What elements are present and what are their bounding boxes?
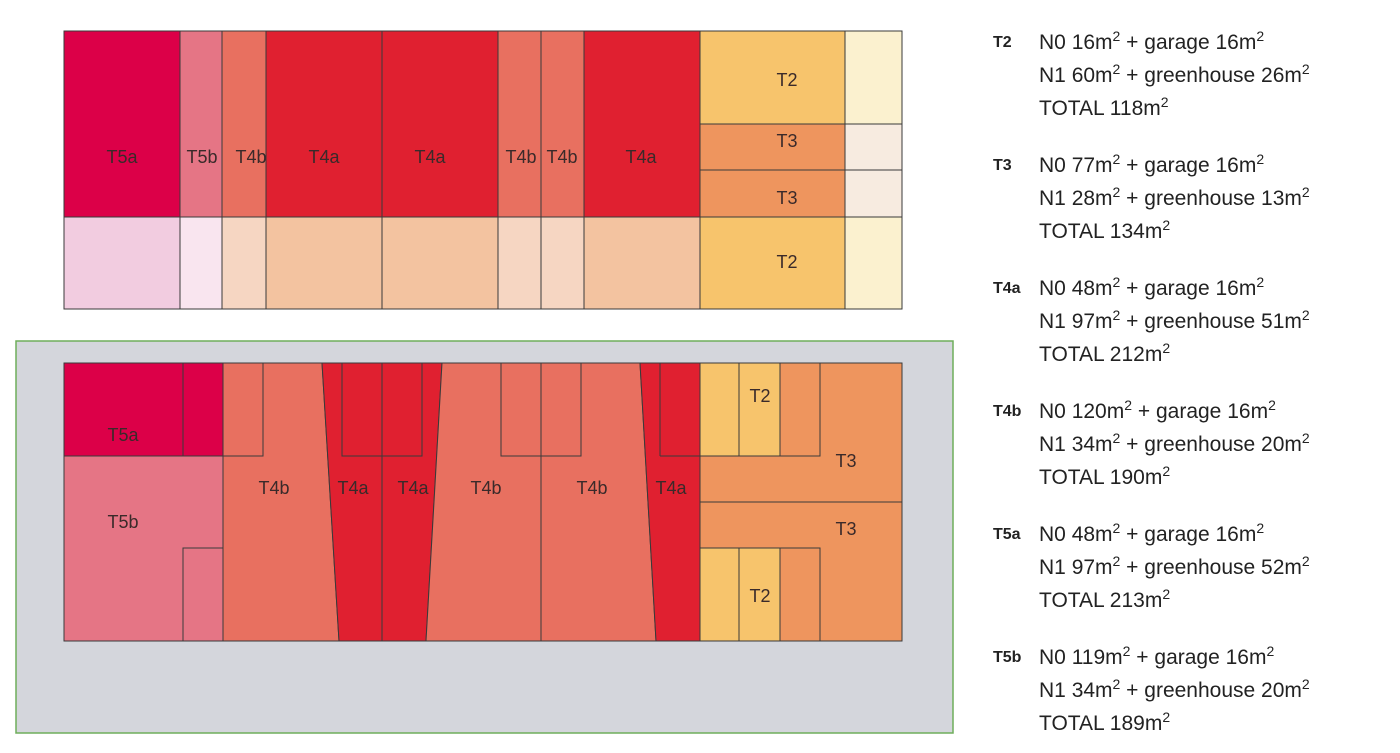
legend-code: T5b (993, 649, 1022, 666)
garden-cell (844, 30, 903, 125)
unit-label-t4a: T4a (308, 147, 340, 167)
legend-total-line: TOTAL 212m2 (1039, 340, 1171, 366)
legend-n0-line: N0 119m2 + garage 16m2 (1039, 643, 1275, 669)
unit-t4b-cell (425, 362, 542, 642)
unit-t2-cell (699, 547, 781, 642)
legend-n0-line: N0 16m2 + garage 16m2 (1039, 28, 1265, 54)
wall-line (780, 362, 821, 457)
floor-plans: T5a T5b T4b T4a T4a T4b T4b T4a T2 T3 T3… (15, 30, 954, 734)
plan-bottom: T5a T5b T4b T4a T4a T4b T4b T4a T2 T3 T3… (15, 340, 954, 734)
legend-total-line: TOTAL 118m2 (1039, 94, 1169, 120)
unit-label-t3: T3 (776, 188, 797, 208)
unit-t4a-cell (381, 30, 499, 218)
unit-t4b-cell (221, 30, 267, 218)
legend-code: T4b (993, 403, 1022, 420)
unit-label-t4b: T4b (258, 478, 289, 498)
unit-label-t4b: T4b (576, 478, 607, 498)
unit-label-t4b: T4b (470, 478, 501, 498)
garden-cell (583, 216, 701, 310)
unit-t3-cell (699, 169, 846, 218)
garden-cell (844, 169, 903, 218)
legend-n1-line: N1 28m2 + greenhouse 13m2 (1039, 184, 1310, 210)
garden-cell (265, 216, 383, 310)
unit-t4b-cell (540, 30, 585, 218)
unit-label-t2: T2 (776, 252, 797, 272)
unit-t5a-cell (63, 30, 181, 218)
legend-n1-line: N1 97m2 + greenhouse 51m2 (1039, 307, 1310, 333)
unit-t2-cell (699, 216, 846, 310)
legend-n1-line: N1 34m2 + greenhouse 20m2 (1039, 676, 1310, 702)
wall-line (500, 363, 582, 457)
unit-label-t5b: T5b (107, 512, 138, 532)
garden-cell (63, 216, 181, 310)
unit-label-t4b: T4b (505, 147, 536, 167)
unit-label-t4a: T4a (625, 147, 657, 167)
unit-t5b-cell (179, 30, 223, 218)
legend-n0-line: N0 77m2 + garage 16m2 (1039, 151, 1265, 177)
unit-label-t4a: T4a (397, 478, 429, 498)
wall-line (341, 363, 423, 457)
unit-label-t3: T3 (835, 519, 856, 539)
garden-cell (381, 216, 499, 310)
unit-label-t2: T2 (749, 386, 770, 406)
unit-label-t4b: T4b (235, 147, 266, 167)
unit-label-t3: T3 (776, 131, 797, 151)
unit-label-t5a: T5a (107, 425, 139, 445)
unit-label-t4a: T4a (655, 478, 687, 498)
unit-t4b-cell (497, 30, 542, 218)
legend-code: T4a (993, 280, 1021, 297)
unit-label-t2: T2 (776, 70, 797, 90)
unit-label-t5b: T5b (186, 147, 217, 167)
unit-label-t2: T2 (749, 586, 770, 606)
garden-cell (497, 216, 542, 310)
legend-code: T3 (993, 157, 1012, 174)
wall-line (182, 547, 223, 641)
legend-code: T5a (993, 526, 1021, 543)
wall-line (780, 547, 821, 641)
legend-total-line: TOTAL 190m2 (1039, 463, 1171, 489)
garden-cell (179, 216, 223, 310)
legend-total-line: TOTAL 189m2 (1039, 709, 1171, 735)
unit-t4b-cell (222, 362, 340, 642)
plan-top: T5a T5b T4b T4a T4a T4b T4b T4a T2 T3 T3… (63, 30, 903, 310)
unit-t4b-cell (540, 362, 657, 642)
unit-t4a-cell (583, 30, 701, 218)
unit-label-t4b: T4b (546, 147, 577, 167)
unit-label-t4a: T4a (337, 478, 369, 498)
unit-t4a-cell (265, 30, 383, 218)
unit-label-t3: T3 (835, 451, 856, 471)
legend-n0-line: N0 48m2 + garage 16m2 (1039, 520, 1265, 546)
garden-cell (844, 123, 903, 171)
unit-t3-cell (699, 123, 846, 171)
garden-cell (844, 216, 903, 310)
unit-label-t5a: T5a (106, 147, 138, 167)
unit-t2-cell (699, 30, 846, 125)
legend-code: T2 (993, 34, 1012, 51)
legend-n1-line: N1 34m2 + greenhouse 20m2 (1039, 430, 1310, 456)
legend-total-line: TOTAL 134m2 (1039, 217, 1171, 243)
wall-line (223, 363, 264, 457)
unit-t5a-cell (63, 362, 224, 457)
legend-n1-line: N1 97m2 + greenhouse 52m2 (1039, 553, 1310, 579)
legend-n0-line: N0 48m2 + garage 16m2 (1039, 274, 1265, 300)
unit-label-t4a: T4a (414, 147, 446, 167)
unit-t2-cell (699, 362, 781, 457)
legend-n1-line: N1 60m2 + greenhouse 26m2 (1039, 61, 1310, 87)
legend-n0-line: N0 120m2 + garage 16m2 (1039, 397, 1276, 423)
garden-cell (540, 216, 585, 310)
garden-cell (221, 216, 267, 310)
legend-total-line: TOTAL 213m2 (1039, 586, 1171, 612)
